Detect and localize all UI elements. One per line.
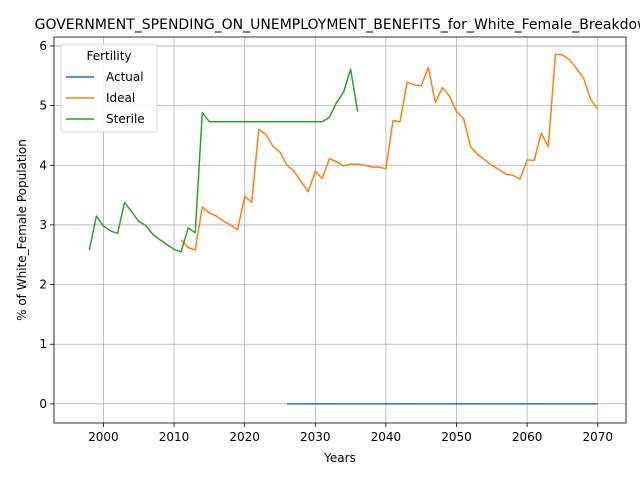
legend-label-ideal: Ideal bbox=[106, 91, 135, 105]
y-tick-label: 5 bbox=[39, 99, 47, 113]
series-line-ideal bbox=[180, 53, 599, 251]
legend-box bbox=[60, 43, 158, 133]
x-tick-label: 2000 bbox=[88, 430, 119, 444]
x-tick-label: 2070 bbox=[582, 430, 613, 444]
y-tick-label: 3 bbox=[39, 218, 47, 232]
x-tick-label: 2040 bbox=[371, 430, 402, 444]
grid bbox=[54, 37, 626, 423]
y-tick-label: 2 bbox=[39, 278, 47, 292]
y-tick-label: 6 bbox=[39, 39, 47, 53]
x-tick-label: 2060 bbox=[512, 430, 543, 444]
legend: Fertility Actual Ideal Sterile bbox=[60, 43, 158, 133]
legend-title: Fertility bbox=[86, 49, 131, 63]
x-tick-label: 2030 bbox=[300, 430, 331, 444]
x-axis-label: Years bbox=[323, 451, 356, 465]
y-tick-label: 4 bbox=[39, 158, 47, 172]
y-axis-ticks: 0 1 2 3 4 5 6 bbox=[39, 39, 54, 411]
plot-frame bbox=[53, 36, 627, 424]
y-axis-label: % of White_Female Population bbox=[15, 139, 29, 321]
x-tick-label: 2010 bbox=[159, 430, 190, 444]
series-line-sterile bbox=[88, 68, 359, 253]
legend-label-actual: Actual bbox=[106, 70, 144, 84]
series-lines bbox=[88, 53, 599, 405]
x-tick-label: 2050 bbox=[441, 430, 472, 444]
y-tick-label: 0 bbox=[39, 397, 47, 411]
legend-label-sterile: Sterile bbox=[106, 112, 145, 126]
y-tick-label: 1 bbox=[39, 337, 47, 351]
x-axis-ticks: 2000 2010 2020 2030 2040 2050 2060 2070 bbox=[88, 423, 613, 444]
chart-title: GOVERNMENT_SPENDING_ON_UNEMPLOYMENT_BENE… bbox=[35, 17, 640, 33]
x-tick-label: 2020 bbox=[229, 430, 260, 444]
